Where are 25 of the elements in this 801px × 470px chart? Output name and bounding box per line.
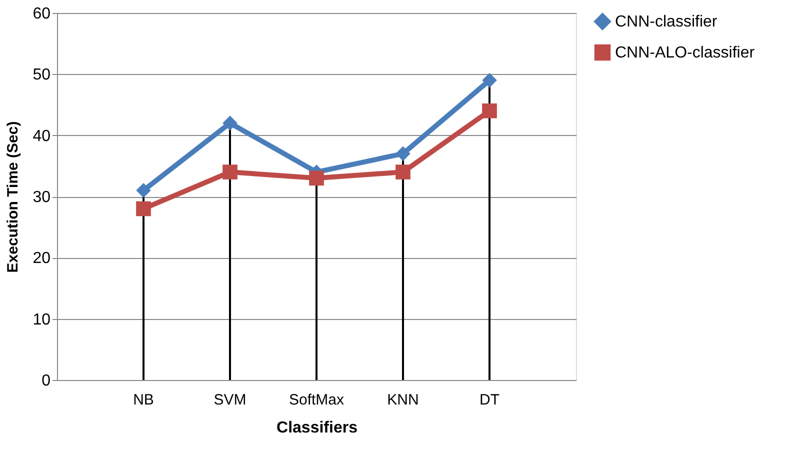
point (136, 182, 151, 198)
x-tick-label: KNN (387, 392, 419, 408)
point (222, 116, 238, 131)
x-axis-title: Classifiers (276, 420, 358, 436)
point (136, 201, 151, 216)
point (396, 164, 410, 180)
y-tick-label: 20 (32, 250, 51, 268)
point (482, 103, 497, 118)
point (482, 72, 497, 88)
y-tick-label: 0 (42, 372, 51, 390)
y-axis-title: Execution Time (Sec) (4, 121, 22, 273)
y-tick-label: 50 (32, 66, 51, 84)
y-tick-label: 60 (32, 6, 51, 22)
y-tick-label: 30 (32, 189, 51, 206)
x-tick-label: SoftMax (288, 392, 345, 408)
point (222, 164, 238, 180)
x-tick-label: DT (480, 392, 500, 408)
legend-label: CNN-classifier (615, 14, 718, 30)
point (309, 170, 324, 186)
x-tick-label: NB (133, 392, 154, 408)
y-tick-label: 10 (32, 311, 51, 328)
x-tick-label: SVM (214, 392, 246, 408)
y-tick-label: 40 (32, 128, 51, 145)
legend-label: CNN-ALO-classifier (615, 44, 756, 62)
point (396, 146, 410, 162)
